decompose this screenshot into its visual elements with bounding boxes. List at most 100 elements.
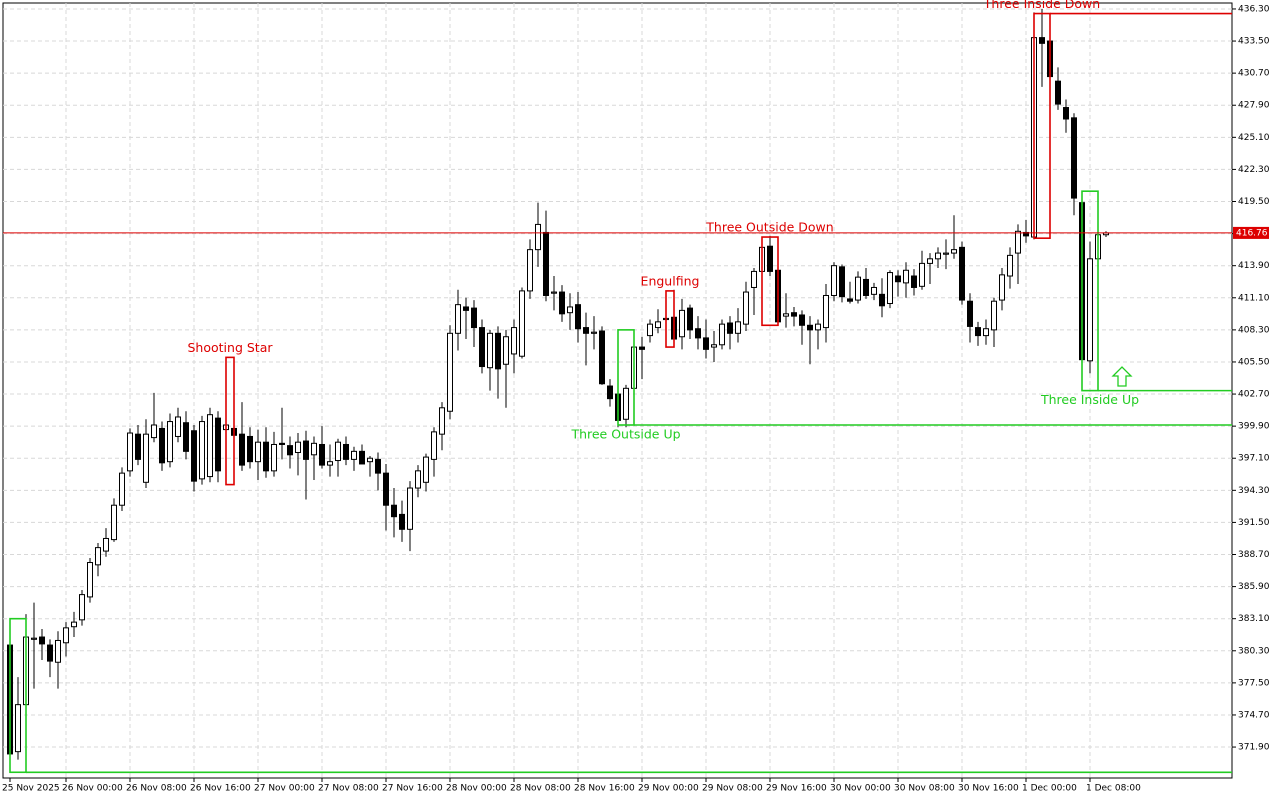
candle-body bbox=[175, 416, 181, 437]
candle-body bbox=[511, 327, 517, 355]
candle-body bbox=[695, 328, 701, 339]
candle-body bbox=[791, 312, 797, 317]
candle-body bbox=[359, 450, 365, 465]
candle-body bbox=[151, 424, 157, 439]
candle-body bbox=[351, 450, 357, 460]
candle-body bbox=[15, 704, 21, 753]
x-tick-label: 26 Nov 08:00 bbox=[126, 784, 187, 794]
x-tick-label: 29 Nov 00:00 bbox=[638, 784, 699, 794]
pattern-label: Three Inside Up bbox=[1040, 392, 1139, 407]
candle-body bbox=[1007, 254, 1013, 277]
candle-body bbox=[607, 385, 613, 400]
candle-body bbox=[127, 432, 133, 472]
pattern-label: Engulfing bbox=[641, 273, 700, 288]
candle-body bbox=[263, 441, 269, 472]
y-tick-label: 422.30 bbox=[1238, 165, 1270, 175]
up-arrow bbox=[1111, 366, 1133, 387]
candle-body bbox=[271, 443, 277, 472]
candle-body bbox=[79, 594, 85, 621]
candle-body bbox=[719, 323, 725, 346]
pattern-label: Three Inside Down bbox=[983, 0, 1100, 11]
pattern-box bbox=[617, 329, 635, 426]
candle-body bbox=[495, 332, 501, 370]
y-tick-label: 394.30 bbox=[1238, 486, 1270, 496]
candle-body bbox=[39, 636, 45, 645]
pattern-box bbox=[665, 290, 675, 348]
x-tick-label: 1 Dec 08:00 bbox=[1086, 784, 1141, 794]
y-tick-label: 411.10 bbox=[1238, 293, 1270, 303]
candle-body bbox=[647, 323, 653, 337]
candle-body bbox=[823, 294, 829, 329]
candle-body bbox=[479, 327, 485, 368]
candle-body bbox=[31, 637, 37, 640]
candle-body bbox=[71, 621, 77, 628]
candle-body bbox=[95, 547, 101, 566]
candle-body bbox=[551, 291, 557, 294]
candle-body bbox=[815, 323, 821, 331]
candle-body bbox=[391, 504, 397, 518]
candle-body bbox=[559, 291, 565, 315]
y-tick-label: 413.90 bbox=[1238, 261, 1270, 271]
pattern-box bbox=[225, 356, 235, 486]
pattern-box bbox=[1081, 190, 1099, 392]
candle-body bbox=[983, 328, 989, 337]
candle-body bbox=[847, 298, 853, 302]
marks: Shooting Star Three Outside Up Engulfing Th… bbox=[3, 0, 1269, 774]
candle-body bbox=[1071, 117, 1077, 199]
candle-body bbox=[207, 414, 213, 478]
candle-body bbox=[655, 321, 661, 329]
x-tick-label: 26 Nov 00:00 bbox=[62, 784, 123, 794]
candle-body bbox=[255, 441, 261, 463]
candle-body bbox=[703, 337, 709, 350]
candle-body bbox=[335, 441, 341, 462]
pattern-label: Three Outside Up bbox=[570, 426, 680, 441]
y-tick-label: 377.50 bbox=[1238, 678, 1270, 688]
candle-body bbox=[247, 435, 253, 463]
last-price-label: 416.76 bbox=[1236, 228, 1268, 238]
x-tick-label: 27 Nov 08:00 bbox=[318, 784, 379, 794]
candle-body bbox=[119, 472, 125, 506]
candle-body bbox=[839, 266, 845, 298]
candle-body bbox=[319, 443, 325, 466]
candle-body bbox=[55, 639, 61, 663]
candle-body bbox=[463, 306, 469, 311]
y-tick-label: 391.50 bbox=[1238, 518, 1270, 528]
x-tick-label: 29 Nov 16:00 bbox=[766, 784, 827, 794]
candle-body bbox=[871, 286, 877, 295]
candle-body bbox=[711, 344, 717, 348]
y-tick-label: 374.70 bbox=[1238, 710, 1270, 720]
x-tick-label: 25 Nov 2025 bbox=[2, 784, 60, 794]
candle-body bbox=[447, 332, 453, 412]
y-tick-label: 419.50 bbox=[1238, 197, 1270, 207]
candle-body bbox=[399, 513, 405, 530]
candle-body bbox=[959, 246, 965, 301]
x-tick-label: 29 Nov 08:00 bbox=[702, 784, 763, 794]
candle-body bbox=[191, 430, 197, 482]
candle-body bbox=[679, 309, 685, 338]
candle-body bbox=[879, 293, 885, 307]
candle-body bbox=[487, 332, 493, 369]
candle-body bbox=[159, 427, 165, 464]
candle-body bbox=[111, 504, 117, 541]
candle-body bbox=[639, 346, 645, 350]
candle-body bbox=[807, 324, 813, 331]
candle-body bbox=[279, 442, 285, 445]
candle-body bbox=[535, 223, 541, 251]
candle-body bbox=[103, 537, 109, 552]
y-tick-label: 383.10 bbox=[1238, 614, 1270, 624]
candle-body bbox=[327, 461, 333, 466]
candle-body bbox=[367, 457, 373, 463]
y-tick-label: 433.50 bbox=[1238, 37, 1270, 47]
pattern-label: Three Outside Down bbox=[705, 220, 833, 235]
pattern-box bbox=[761, 236, 779, 327]
candle-body bbox=[887, 272, 893, 305]
x-tick-label: 28 Nov 16:00 bbox=[574, 784, 635, 794]
candle-body bbox=[63, 627, 69, 644]
y-tick-label: 371.90 bbox=[1238, 743, 1270, 753]
candle-body bbox=[911, 275, 917, 288]
y-tick-label: 405.50 bbox=[1238, 357, 1270, 367]
candle-body bbox=[975, 327, 981, 337]
candle-body bbox=[519, 290, 525, 357]
candle-body bbox=[1087, 258, 1093, 362]
